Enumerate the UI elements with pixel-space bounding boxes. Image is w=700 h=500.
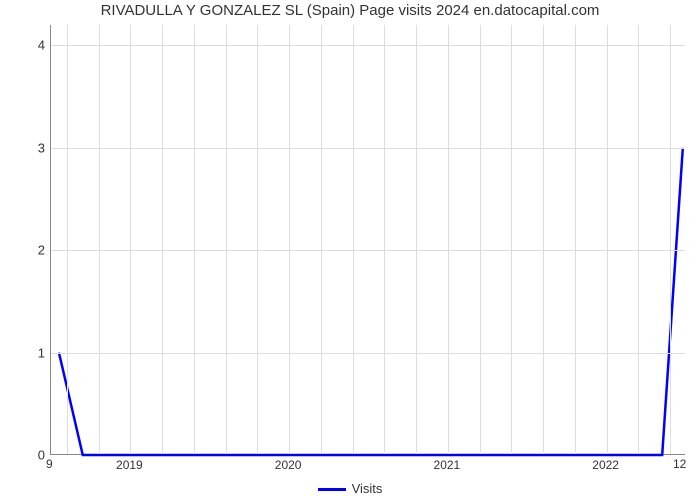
gridline-vertical xyxy=(99,25,100,454)
gridline-vertical xyxy=(638,25,639,454)
gridline-vertical xyxy=(321,25,322,454)
chart-title: RIVADULLA Y GONZALEZ SL (Spain) Page vis… xyxy=(0,2,700,19)
legend-swatch xyxy=(318,488,346,491)
gridline-vertical xyxy=(448,25,449,454)
gridline-vertical xyxy=(480,25,481,454)
visits-line xyxy=(59,148,683,455)
ytick-label: 4 xyxy=(5,38,45,53)
gridline-vertical xyxy=(353,25,354,454)
gridline-vertical xyxy=(67,25,68,454)
ytick-label: 3 xyxy=(5,140,45,155)
xtick-label: 2021 xyxy=(434,458,461,472)
line-series-svg xyxy=(51,25,685,454)
gridline-horizontal xyxy=(51,148,685,149)
legend-label: Visits xyxy=(352,481,383,496)
gridline-vertical xyxy=(575,25,576,454)
plot-area xyxy=(50,25,685,455)
gridline-horizontal xyxy=(51,353,685,354)
gridline-vertical xyxy=(257,25,258,454)
gridline-vertical xyxy=(130,25,131,454)
gridline-vertical xyxy=(384,25,385,454)
ytick-label: 0 xyxy=(5,448,45,463)
xtick-label: 2022 xyxy=(592,458,619,472)
legend: Visits xyxy=(0,481,700,496)
gridline-vertical xyxy=(416,25,417,454)
ytick-label: 1 xyxy=(5,345,45,360)
gridline-vertical xyxy=(543,25,544,454)
ytick-label: 2 xyxy=(5,243,45,258)
gridline-vertical xyxy=(289,25,290,454)
gridline-vertical xyxy=(511,25,512,454)
xtick-label: 2019 xyxy=(116,458,143,472)
gridline-vertical xyxy=(194,25,195,454)
gridline-vertical xyxy=(162,25,163,454)
gridline-vertical xyxy=(226,25,227,454)
axis-extra-right: 12 xyxy=(673,457,686,471)
gridline-horizontal xyxy=(51,250,685,251)
gridline-horizontal xyxy=(51,45,685,46)
chart-container: { "title": "RIVADULLA Y GONZALEZ SL (Spa… xyxy=(0,0,700,500)
xtick-label: 2020 xyxy=(275,458,302,472)
gridline-vertical xyxy=(607,25,608,454)
axis-extra-left: 9 xyxy=(46,457,53,471)
gridline-vertical xyxy=(670,25,671,454)
